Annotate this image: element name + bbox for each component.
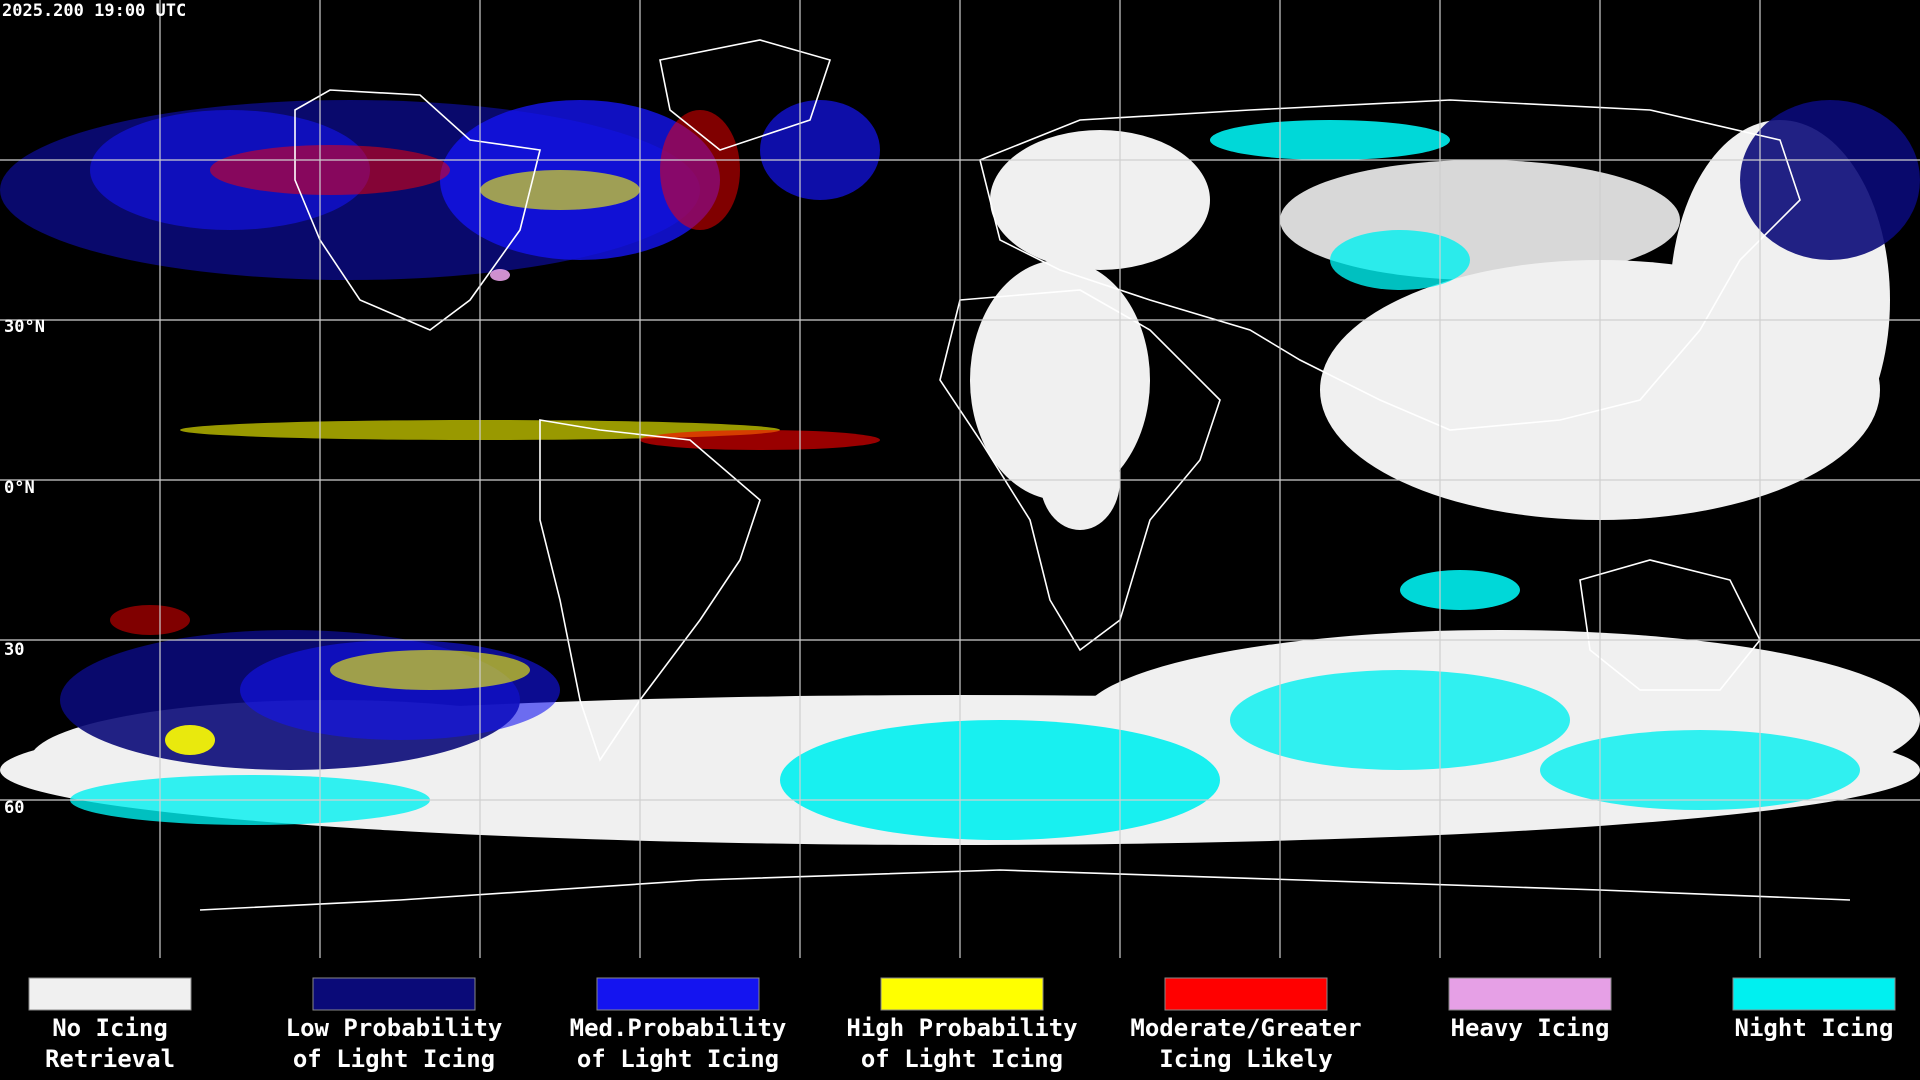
legend-swatch	[1164, 977, 1328, 1011]
legend-label: Low Probability	[286, 1014, 503, 1042]
legend-swatch	[312, 977, 476, 1011]
legend-label: Retrieval	[45, 1045, 175, 1073]
cloud-region	[210, 145, 450, 195]
coastline	[1579, 559, 1761, 691]
cloud-region	[330, 650, 530, 690]
cloud-region	[760, 100, 880, 200]
legend-label: Night Icing	[1735, 1014, 1894, 1042]
legend-label: No Icing	[52, 1014, 168, 1042]
coastline	[659, 39, 832, 151]
cloud-region	[1740, 100, 1920, 260]
latitude-label: 30	[4, 640, 24, 660]
cloud-region	[490, 269, 510, 281]
legend-label: Med.Probability	[570, 1014, 787, 1042]
legend-label: of Light Icing	[577, 1045, 779, 1073]
timestamp: 2025.200 19:00 UTC	[2, 1, 186, 21]
coastline	[539, 419, 761, 762]
cloud-region	[480, 170, 640, 210]
latitude-label: 0°N	[4, 478, 35, 498]
legend-label: Icing Likely	[1159, 1045, 1332, 1073]
legend-label: Moderate/Greater	[1130, 1014, 1361, 1042]
cloud-region	[1540, 730, 1860, 810]
legend-swatch	[1732, 977, 1896, 1011]
legend-swatch	[596, 977, 760, 1011]
cloud-region	[110, 605, 190, 635]
cloud-region	[1330, 230, 1470, 290]
cloud-region	[660, 110, 740, 230]
coastline	[979, 99, 1801, 431]
legend: No Icing Retrieval Low Probability of Light…	[28, 977, 1896, 1073]
cloud-region	[1400, 570, 1520, 610]
legend-label: of Light Icing	[861, 1045, 1063, 1073]
legend-label: High Probability	[846, 1014, 1077, 1042]
cloud-region	[640, 430, 880, 450]
cloud-region	[165, 725, 215, 755]
latitude-label: 60	[4, 798, 24, 818]
legend-swatch	[1448, 977, 1612, 1011]
legend-label: of Light Icing	[293, 1045, 495, 1073]
coastline	[294, 89, 541, 331]
legend-swatch	[28, 977, 192, 1011]
cloud-region	[780, 720, 1220, 840]
latitude-label: 30°N	[4, 317, 45, 337]
legend-label: Heavy Icing	[1451, 1014, 1610, 1042]
cloud-region	[1230, 670, 1570, 770]
cloud-region	[990, 130, 1210, 270]
latitude-labels: 30°N 0°N 30 60	[4, 317, 45, 818]
cloud-region	[1210, 120, 1450, 160]
legend-swatch	[880, 977, 1044, 1011]
graticule	[0, 0, 1920, 958]
